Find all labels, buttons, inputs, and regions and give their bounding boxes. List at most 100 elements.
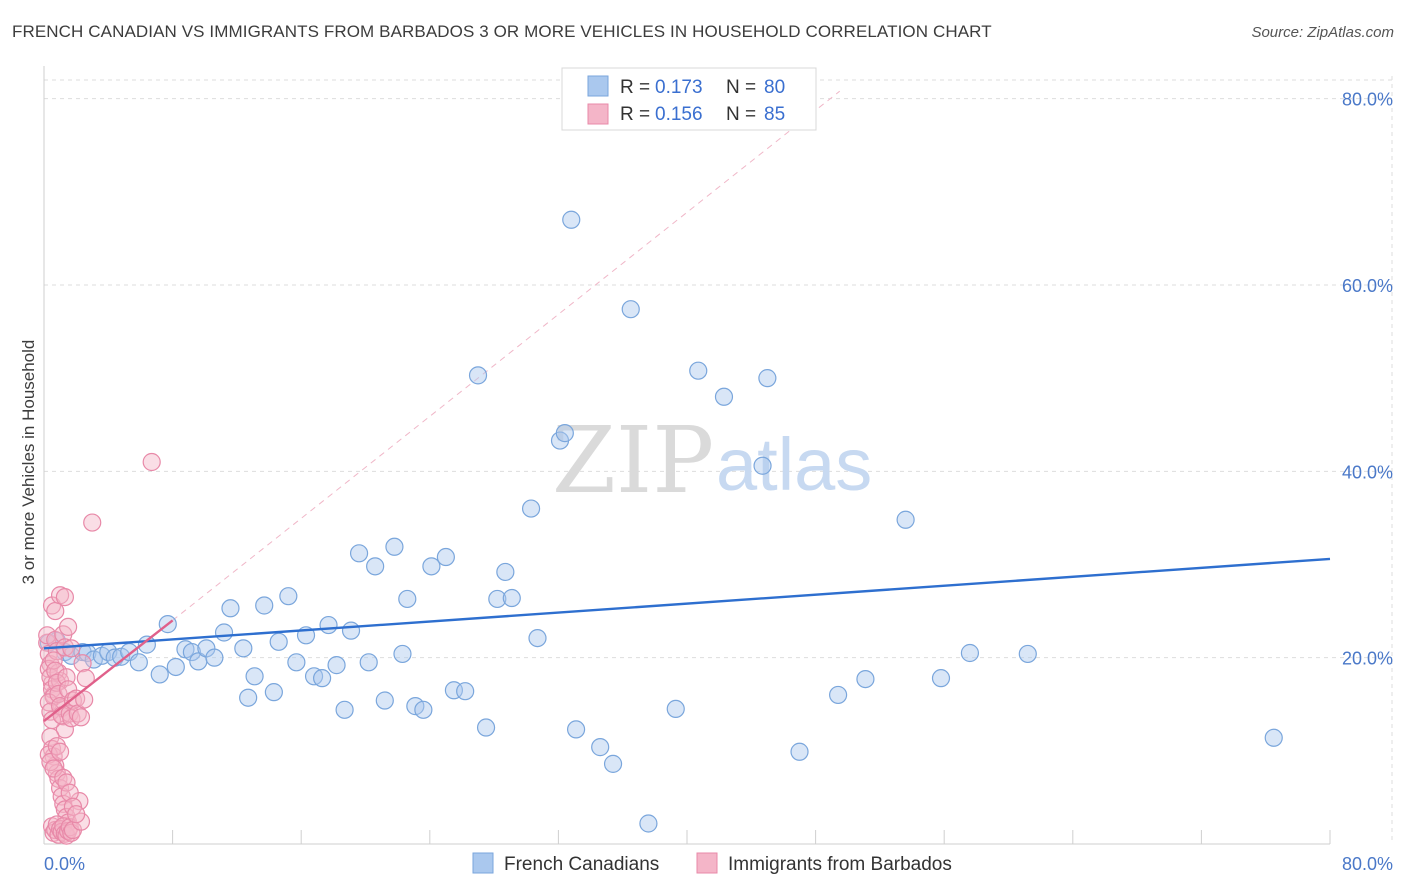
point-french-canadians xyxy=(375,691,394,710)
watermark-atlas: atlas xyxy=(716,423,872,506)
y-axis-title: 3 or more Vehicles in Household xyxy=(19,340,38,585)
point-barbados xyxy=(44,759,63,778)
point-french-canadians xyxy=(603,754,623,773)
legend-n-value-1: 80 xyxy=(764,77,785,98)
axes xyxy=(43,66,1331,845)
point-french-canadians xyxy=(264,683,283,702)
x-tick-label-max: 80.0% xyxy=(1342,854,1393,874)
x-tick-labels: 0.0% 80.0% xyxy=(44,854,1393,874)
point-french-canadians xyxy=(312,669,332,688)
point-french-canadians xyxy=(488,589,507,609)
series-label-barbados: Immigrants from Barbados xyxy=(728,854,952,875)
point-french-canadians xyxy=(856,669,875,689)
point-french-canadians xyxy=(621,300,640,319)
trend-line-barbados xyxy=(43,619,174,722)
point-french-canadians xyxy=(319,615,338,635)
point-barbados xyxy=(60,783,79,802)
point-french-canadians xyxy=(476,718,496,737)
point-french-canadians xyxy=(359,653,378,672)
point-french-canadians xyxy=(150,665,169,684)
point-french-canadians xyxy=(689,361,708,380)
point-french-canadians xyxy=(591,738,610,757)
point-barbados xyxy=(142,452,161,472)
point-barbados xyxy=(47,737,66,756)
watermark-zip: ZIP xyxy=(552,407,714,514)
point-french-canadians xyxy=(287,653,306,672)
point-barbados xyxy=(71,708,91,727)
legend-r-value-1: 0.173 xyxy=(655,77,703,98)
source-label: Source: ZipAtlas.com xyxy=(1251,24,1394,41)
point-french-canadians xyxy=(221,599,240,618)
point-french-canadians xyxy=(341,621,361,640)
point-french-canadians xyxy=(521,499,541,518)
point-french-canadians xyxy=(496,562,515,582)
point-french-canadians xyxy=(960,643,980,663)
legend-n-label-2: N = xyxy=(726,104,756,125)
point-french-canadians xyxy=(398,589,417,609)
y-tick-labels: 20.0% 40.0% 60.0% 80.0% xyxy=(1342,90,1393,669)
point-french-canadians xyxy=(829,685,848,705)
point-french-canadians xyxy=(245,667,264,686)
series-legend: French Canadians Immigrants from Barbado… xyxy=(472,852,952,875)
data-points xyxy=(38,210,1283,845)
legend-r-label-2: R = xyxy=(620,104,650,125)
legend-swatch-pink xyxy=(587,103,609,125)
grid-lines xyxy=(44,76,1393,844)
point-french-canadians xyxy=(758,369,777,388)
legend-swatch-blue xyxy=(587,75,609,97)
point-french-canadians xyxy=(456,682,475,701)
point-french-canadians xyxy=(205,648,224,667)
point-french-canadians xyxy=(366,557,385,576)
point-barbados xyxy=(59,617,78,637)
correlation-legend: R = 0.173 N = 80 R = 0.156 N = 85 xyxy=(561,67,817,131)
point-french-canadians xyxy=(182,642,201,662)
legend-n-label-1: N = xyxy=(726,77,756,98)
point-french-canadians xyxy=(1018,644,1037,664)
point-french-canadians xyxy=(269,632,288,651)
x-tick-label-min: 0.0% xyxy=(44,854,85,874)
point-french-canadians xyxy=(239,688,258,707)
point-french-canadians xyxy=(666,699,685,719)
point-french-canadians xyxy=(393,644,412,664)
y-tick-label: 40.0% xyxy=(1342,462,1393,482)
point-french-canadians xyxy=(422,557,441,576)
legend-r-label-1: R = xyxy=(620,77,650,98)
series-swatch-french-canadians xyxy=(472,852,494,874)
point-barbados xyxy=(67,805,86,824)
point-french-canadians xyxy=(279,587,298,606)
point-french-canadians xyxy=(214,623,234,642)
point-french-canadians xyxy=(129,653,148,672)
point-french-canadians xyxy=(896,510,915,529)
series-label-french-canadians: French Canadians xyxy=(504,854,659,875)
trend-line-french-canadians xyxy=(43,557,1331,650)
point-french-canadians xyxy=(335,700,354,719)
point-french-canadians xyxy=(639,814,658,833)
point-french-canadians xyxy=(562,210,581,229)
legend-n-value-2: 85 xyxy=(764,104,785,125)
point-french-canadians xyxy=(502,588,521,608)
point-french-canadians xyxy=(255,596,274,615)
point-barbados xyxy=(76,669,95,688)
point-french-canadians xyxy=(555,424,574,443)
point-french-canadians xyxy=(436,547,455,567)
point-french-canadians xyxy=(166,657,185,677)
point-french-canadians xyxy=(790,742,809,761)
point-french-canadians xyxy=(327,656,346,675)
chart-title: FRENCH CANADIAN VS IMMIGRANTS FROM BARBA… xyxy=(12,22,992,41)
point-barbados xyxy=(83,513,102,532)
point-french-canadians xyxy=(468,366,488,385)
point-french-canadians xyxy=(753,456,772,475)
point-french-canadians xyxy=(1264,728,1283,747)
point-french-canadians xyxy=(414,700,433,719)
point-french-canadians xyxy=(349,544,369,563)
point-french-canadians xyxy=(714,387,734,406)
y-tick-label: 80.0% xyxy=(1342,90,1393,110)
y-tick-label: 20.0% xyxy=(1342,649,1393,669)
watermark: ZIP atlas xyxy=(552,407,872,514)
point-french-canadians xyxy=(234,639,253,658)
point-french-canadians xyxy=(931,669,951,688)
trend-extension-barbados xyxy=(172,90,841,621)
y-tick-label: 60.0% xyxy=(1342,276,1393,296)
point-french-canadians xyxy=(528,628,547,648)
